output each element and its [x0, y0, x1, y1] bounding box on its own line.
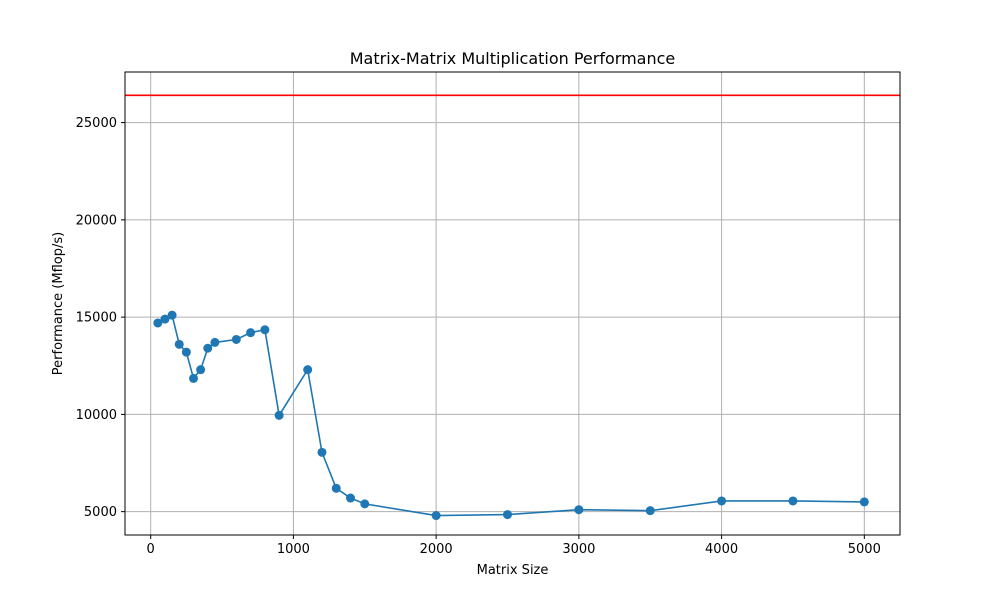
x-axis-title: Matrix Size	[477, 563, 549, 578]
data-point	[210, 337, 220, 347]
data-point	[303, 365, 313, 375]
data-point	[167, 310, 177, 320]
grid	[125, 72, 900, 535]
x-tick-label: 1000	[277, 542, 310, 557]
data-point	[331, 483, 341, 493]
y-tick-label: 20000	[76, 213, 117, 228]
y-axis-ticks: 5000 10000 15000 20000 25000	[76, 116, 125, 520]
data-point	[189, 373, 199, 383]
data-point	[503, 510, 513, 520]
data-point	[181, 347, 191, 357]
series-markers	[153, 310, 869, 521]
y-tick-label: 15000	[76, 311, 117, 326]
data-point	[431, 511, 441, 521]
chart-title: Matrix-Matrix Multiplication Performance	[350, 49, 676, 68]
data-point	[645, 506, 655, 516]
data-point	[360, 499, 370, 509]
y-tick-label: 10000	[76, 408, 117, 423]
data-point	[231, 334, 241, 344]
data-point	[246, 328, 256, 338]
data-point	[203, 343, 213, 353]
data-point	[153, 318, 163, 328]
x-axis-ticks: 0 1000 2000 3000 4000 5000	[147, 535, 881, 557]
x-tick-label: 0	[147, 542, 155, 557]
data-point	[160, 314, 170, 324]
data-point	[859, 497, 869, 507]
x-tick-label: 5000	[848, 542, 881, 557]
x-tick-label: 3000	[562, 542, 595, 557]
data-point	[260, 325, 270, 335]
data-point	[788, 496, 798, 506]
y-tick-label: 25000	[76, 116, 117, 131]
data-point	[574, 505, 584, 515]
data-point	[317, 447, 327, 457]
data-point	[196, 365, 206, 375]
data-point	[274, 410, 284, 420]
y-axis-title: Performance (Mflop/s)	[51, 232, 66, 375]
x-tick-label: 2000	[420, 542, 453, 557]
data-point	[346, 493, 356, 503]
x-tick-label: 4000	[705, 542, 738, 557]
data-point	[174, 339, 184, 349]
data-point	[717, 496, 727, 506]
y-tick-label: 5000	[84, 505, 117, 520]
plot-frame	[124, 71, 901, 536]
